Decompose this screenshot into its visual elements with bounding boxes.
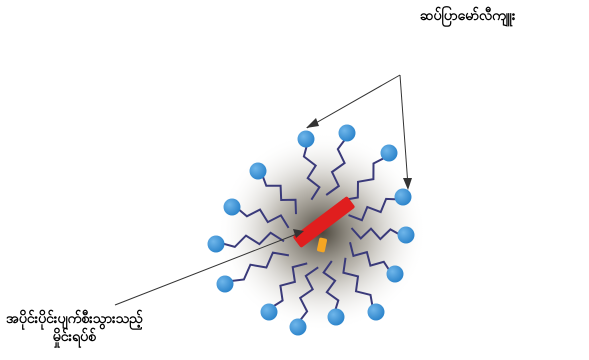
- surfactant-tail: [349, 242, 391, 272]
- surfactant-tail: [221, 231, 285, 249]
- surfactant-head: [367, 303, 385, 321]
- surfactant-tail: [298, 266, 319, 322]
- micelle-tails: [221, 138, 401, 322]
- surfactant-head: [249, 162, 267, 180]
- broken-virus-label-line2: မှိုင်းရပ်စ်: [52, 329, 96, 345]
- surfactant-head: [338, 124, 356, 142]
- surfactant-head: [297, 130, 315, 148]
- surfactant-tail: [342, 156, 386, 202]
- surfactant-head: [289, 318, 307, 336]
- surfactant-molecule-label: ဆပ်ပြာမော်လီကျူး: [420, 8, 516, 24]
- surfactant-tail: [271, 262, 308, 308]
- surfactant-tail: [342, 257, 374, 308]
- surfactant-tail: [230, 251, 290, 283]
- arrow-to-molecule-1: [306, 74, 401, 129]
- surfactant-tail: [302, 144, 321, 201]
- arrowhead-1: [306, 118, 319, 128]
- broken-fragment-red: [293, 196, 355, 248]
- surfactant-head: [386, 265, 404, 283]
- surfactant-head: [394, 188, 412, 206]
- broken-virus-label-line1: အပိုင်းပိုင်းပျက်စီးသွားသည့်: [6, 311, 143, 327]
- surfactant-tail: [261, 174, 297, 215]
- surfactant-tail: [237, 207, 290, 229]
- surfactant-head: [216, 275, 234, 293]
- surfactant-tail: [348, 197, 398, 222]
- broken-fragment-orange: [317, 237, 327, 253]
- arrowhead-3: [293, 229, 304, 238]
- surfactant-head: [327, 308, 345, 326]
- arrow-to-fragment: [114, 231, 303, 306]
- surfactant-tail: [322, 260, 340, 312]
- surfactant-tail: [325, 138, 347, 196]
- surfactant-head: [207, 235, 225, 253]
- surfactant-tail: [350, 227, 401, 241]
- surfactant-head: [397, 226, 415, 244]
- broken-virus-label: အပိုင်းပိုင်းပျက်စီးသွားသည့် မှိုင်းရပ်စ…: [6, 310, 143, 346]
- arrow-to-molecule-2: [399, 74, 409, 187]
- surfactant-head: [223, 198, 241, 216]
- surfactant-head: [260, 303, 278, 321]
- micelle-heads: [207, 124, 415, 336]
- arrowhead-2: [403, 178, 412, 190]
- surfactant-head: [380, 144, 398, 162]
